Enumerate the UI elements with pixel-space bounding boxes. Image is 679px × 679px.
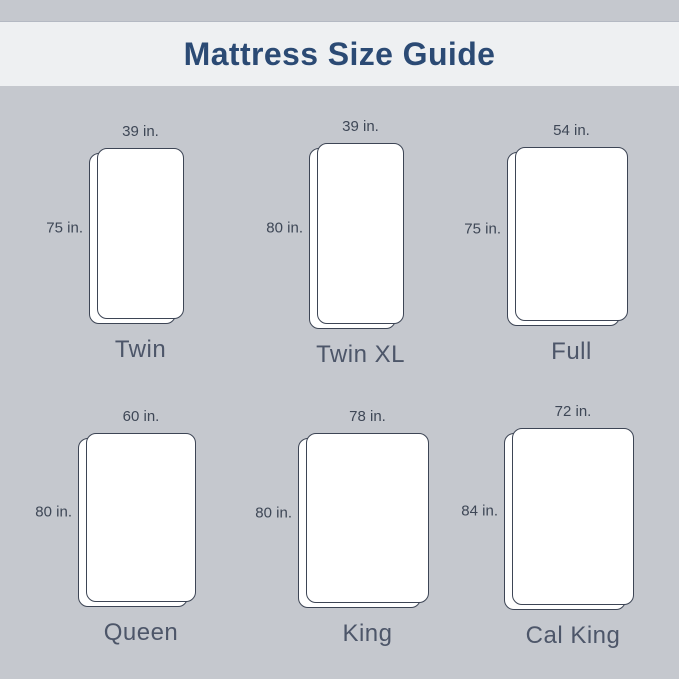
mattress-front-layer: [306, 433, 429, 603]
width-dimension-label: 72 in.: [554, 403, 592, 420]
height-dimension-label: 80 in.: [255, 504, 292, 522]
mattress-card-full: 54 in. 75 in. Full: [464, 122, 628, 365]
width-dimension-label: 78 in.: [349, 408, 386, 425]
width-dimension-label: 54 in.: [553, 122, 590, 139]
height-dimension-label: 75 in.: [46, 219, 83, 237]
height-dimension-label: 75 in.: [464, 220, 501, 238]
mattress-name-label: Queen: [103, 619, 179, 646]
mattress-front-layer: [97, 148, 184, 319]
width-dimension-label: 60 in.: [122, 408, 160, 425]
mattress-card-queen: 60 in. 80 in. Queen: [35, 408, 196, 646]
mattress-card-twin-xl: 39 in. 80 in. Twin XL: [266, 118, 404, 368]
height-dimension-label: 80 in.: [266, 219, 303, 237]
top-strip: [0, 0, 679, 21]
mattress-card-cal-king: 72 in. 84 in. Cal King: [461, 403, 634, 649]
mattress-front-layer: [86, 433, 196, 602]
width-dimension-label: 39 in.: [122, 123, 159, 140]
mattress-name-label: Twin XL: [316, 341, 405, 368]
mattress-front-layer: [317, 143, 404, 324]
height-dimension-label: 80 in.: [35, 503, 72, 521]
height-dimension-label: 84 in.: [461, 502, 498, 520]
page-title: Mattress Size Guide: [183, 35, 496, 72]
mattress-card-twin: 39 in. 75 in. Twin: [46, 123, 184, 363]
mattress-name-label: King: [342, 620, 393, 647]
mattress-front-layer: [512, 428, 634, 605]
mattress-name-label: Full: [551, 338, 592, 365]
width-dimension-label: 39 in.: [342, 118, 379, 135]
mattress-name-label: Twin: [114, 336, 167, 363]
mattress-front-layer: [515, 147, 628, 321]
mattress-name-label: Cal King: [525, 622, 621, 649]
title-band: Mattress Size Guide: [0, 21, 679, 86]
mattress-card-king: 78 in. 80 in. King: [255, 408, 429, 647]
